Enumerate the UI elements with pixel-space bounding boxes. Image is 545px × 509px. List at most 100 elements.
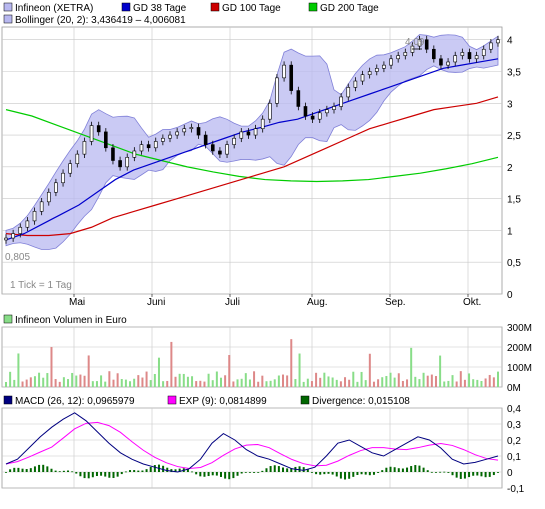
low-annotation: 0,805: [5, 252, 30, 263]
price-panel: 4 3,5 3 2,5 2 1,5 1 0,5 0 Mai Juni Juli Aug. Sep. Okt…: [1, 26, 521, 308]
legend-swatch-exp: [167, 395, 177, 405]
volume-bar: [418, 379, 421, 387]
divergence-bar: [54, 470, 57, 472]
volume-bar: [17, 353, 20, 387]
divergence-bar: [29, 468, 32, 472]
volume-bar: [244, 373, 247, 387]
volume-bar: [203, 381, 206, 387]
candle-body: [104, 131, 108, 149]
divergence-bar: [236, 472, 239, 476]
divergence-bar: [228, 472, 231, 480]
volume-bar: [54, 379, 57, 387]
price-y-tick: 1: [507, 226, 513, 237]
volume-bar: [174, 376, 177, 387]
candle-body: [367, 71, 372, 75]
candle-body: [54, 182, 58, 193]
divergence-bar: [319, 472, 322, 475]
candle-body: [489, 42, 493, 50]
divergence-bar: [298, 466, 301, 472]
candle-body: [403, 52, 408, 56]
candle-body: [310, 115, 315, 120]
divergence-bar: [17, 467, 20, 472]
candle-body: [453, 55, 458, 63]
divergence-bar: [25, 469, 28, 472]
divergence-bar: [377, 472, 380, 473]
volume-bar: [290, 339, 293, 387]
candle-body: [189, 127, 194, 130]
candle-body: [218, 150, 222, 155]
candle-body: [496, 39, 500, 44]
volume-bar: [393, 377, 396, 387]
candle-body: [203, 134, 208, 145]
volume-bar: [331, 377, 334, 387]
volume-bar: [265, 381, 268, 387]
divergence-bar: [253, 472, 256, 473]
volume-bar: [335, 379, 338, 387]
volume-bar: [157, 357, 160, 387]
volume-bar: [178, 373, 181, 387]
candle-body: [96, 125, 101, 133]
candle-body: [25, 220, 30, 228]
divergence-bar: [414, 465, 417, 472]
candle-body: [11, 233, 15, 239]
divergence-bar: [302, 467, 305, 472]
legend-exp: EXP (9): 0,0814899: [179, 396, 267, 407]
volume-bar: [124, 379, 127, 387]
volume-bar: [186, 376, 189, 387]
divergence-bar: [430, 471, 433, 473]
candle-body: [132, 150, 137, 158]
volume-bar: [389, 372, 392, 387]
divergence-bar: [95, 472, 98, 477]
price-x-tick: Aug.: [307, 297, 328, 308]
divergence-bar: [191, 471, 194, 473]
volume-bar: [33, 376, 36, 387]
divergence-bar: [145, 469, 148, 472]
volume-bar: [319, 377, 322, 387]
volume-bar: [430, 374, 433, 387]
volume-bar: [116, 373, 119, 387]
divergence-bar: [112, 472, 115, 479]
divergence-bar: [480, 472, 483, 477]
volume-y-tick: 200M: [507, 343, 532, 354]
volume-bar: [83, 375, 86, 387]
legend-swatch-gd200: [308, 2, 318, 12]
candle-body: [111, 147, 115, 161]
volume-bar: [492, 377, 495, 387]
divergence-bar: [277, 466, 280, 472]
volume-bar: [269, 380, 272, 387]
divergence-bar: [116, 472, 119, 477]
volume-bar: [9, 371, 12, 387]
divergence-bar: [368, 472, 371, 476]
volume-bar: [232, 381, 235, 387]
divergence-bar: [248, 472, 251, 473]
legend-volume: Infineon Volumen in Euro: [15, 315, 127, 326]
candle-body: [182, 128, 187, 133]
divergence-bar: [315, 472, 318, 475]
volume-bar: [21, 381, 24, 387]
volume-bar: [191, 376, 194, 387]
volume-bar: [497, 371, 499, 387]
price-candles: [4, 35, 500, 244]
volume-panel: 300M 200M 100M 0M: [1, 323, 532, 394]
candle-body: [481, 48, 486, 56]
divergence-bar: [397, 468, 400, 472]
volume-bar: [166, 380, 169, 387]
divergence-bar: [83, 472, 86, 479]
volume-bar: [310, 381, 313, 387]
volume-bar: [282, 374, 285, 387]
legend-swatch-macd: [3, 395, 13, 405]
volume-bar: [141, 377, 144, 387]
candle-body: [68, 163, 72, 174]
candle-body: [382, 64, 386, 69]
volume-bar: [356, 381, 359, 387]
volume-bar: [248, 379, 251, 387]
macd-panel-frame: [1, 407, 503, 489]
divergence-bar: [124, 471, 127, 473]
volume-bar: [360, 371, 363, 387]
volume-bar: [13, 379, 16, 387]
price-x-tick: Juni: [147, 297, 165, 308]
price-y-tick: 1,5: [507, 195, 521, 206]
volume-bar: [410, 347, 413, 387]
price-y-tick: 3,5: [507, 68, 521, 79]
volume-bar: [372, 381, 375, 387]
